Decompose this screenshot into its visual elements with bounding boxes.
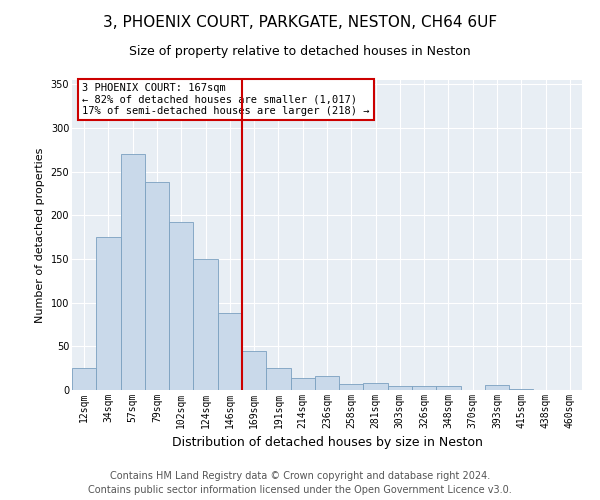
- Bar: [266, 368, 290, 390]
- Bar: [193, 259, 218, 390]
- Bar: [364, 383, 388, 390]
- Bar: [242, 350, 266, 390]
- Bar: [169, 222, 193, 390]
- Bar: [509, 389, 533, 390]
- Text: Contains HM Land Registry data © Crown copyright and database right 2024.
Contai: Contains HM Land Registry data © Crown c…: [88, 471, 512, 495]
- Bar: [388, 386, 412, 390]
- Bar: [218, 313, 242, 390]
- Bar: [485, 385, 509, 390]
- Bar: [339, 384, 364, 390]
- Text: 3, PHOENIX COURT, PARKGATE, NESTON, CH64 6UF: 3, PHOENIX COURT, PARKGATE, NESTON, CH64…: [103, 15, 497, 30]
- Bar: [96, 237, 121, 390]
- X-axis label: Distribution of detached houses by size in Neston: Distribution of detached houses by size …: [172, 436, 482, 450]
- Text: Size of property relative to detached houses in Neston: Size of property relative to detached ho…: [129, 45, 471, 58]
- Bar: [145, 182, 169, 390]
- Text: 3 PHOENIX COURT: 167sqm
← 82% of detached houses are smaller (1,017)
17% of semi: 3 PHOENIX COURT: 167sqm ← 82% of detache…: [82, 83, 370, 116]
- Bar: [290, 378, 315, 390]
- Y-axis label: Number of detached properties: Number of detached properties: [35, 148, 45, 322]
- Bar: [72, 368, 96, 390]
- Bar: [121, 154, 145, 390]
- Bar: [412, 386, 436, 390]
- Bar: [315, 376, 339, 390]
- Bar: [436, 386, 461, 390]
